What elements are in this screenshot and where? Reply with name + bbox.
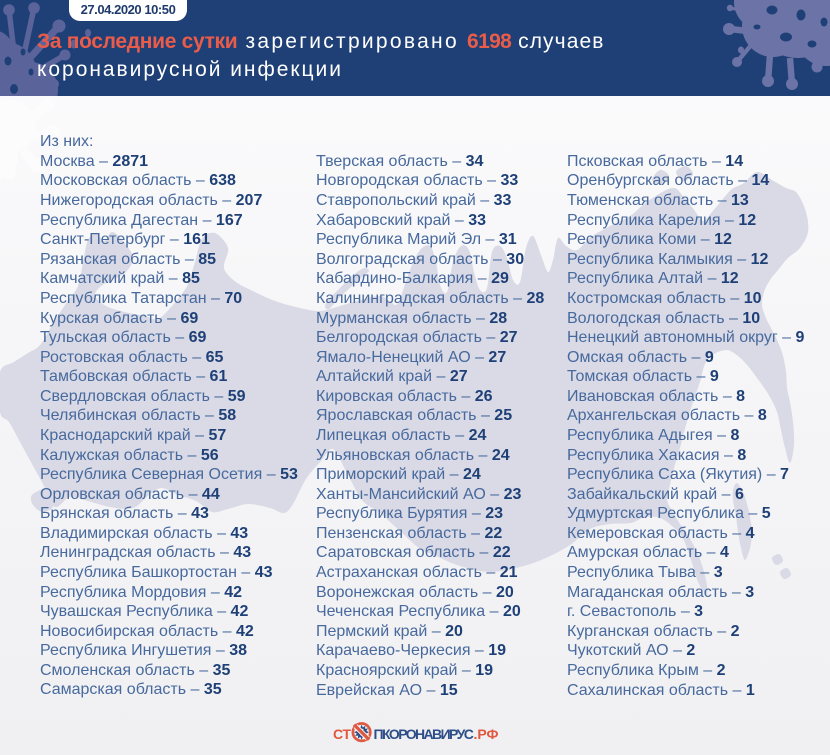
svg-text:СТ: СТ	[333, 726, 351, 742]
svg-text:.РФ: .РФ	[474, 726, 499, 742]
svg-text:ПКОРОНАВИРУС: ПКОРОНАВИРУС	[374, 726, 474, 742]
